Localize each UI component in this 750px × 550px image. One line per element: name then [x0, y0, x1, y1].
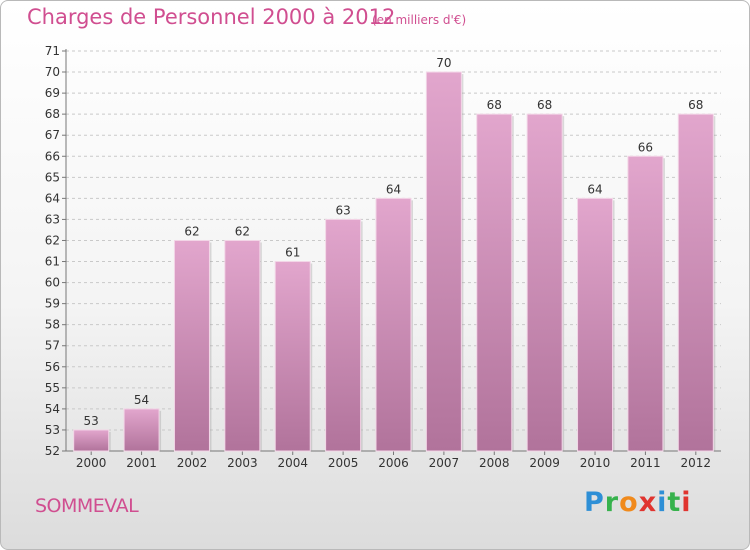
- bar-2000: [73, 429, 110, 452]
- bar-2006: [375, 197, 412, 452]
- bar-2004: [274, 261, 311, 452]
- y-tick-label: 63: [45, 212, 60, 226]
- y-tick-label: 57: [45, 339, 60, 353]
- logo-letter: P: [584, 487, 605, 518]
- logo-letter: t: [667, 487, 682, 518]
- data-label: 62: [184, 224, 199, 238]
- logo-letter: r: [604, 487, 620, 518]
- y-tick-label: 69: [45, 86, 60, 100]
- commune-name: SOMMEVAL: [35, 495, 139, 517]
- x-tick-label: 2009: [529, 456, 560, 470]
- data-label: 66: [638, 140, 653, 154]
- bar-2007: [425, 71, 462, 452]
- data-label: 61: [285, 246, 300, 260]
- x-tick-label: 2011: [630, 456, 661, 470]
- y-tick-label: 60: [45, 276, 60, 290]
- y-tick-label: 54: [45, 402, 60, 416]
- y-tick-label: 71: [45, 44, 60, 58]
- x-tick-label: 2004: [277, 456, 308, 470]
- x-tick-label: 2010: [580, 456, 611, 470]
- chart-unit-note: (en milliers d'€): [372, 13, 467, 27]
- bar-2002: [173, 239, 210, 452]
- data-label: 68: [537, 98, 552, 112]
- y-tick-label: 67: [45, 128, 60, 142]
- logo-letter: i: [681, 487, 692, 518]
- bar-2008: [476, 113, 513, 452]
- y-tick-label: 70: [45, 65, 60, 79]
- bar-layer: [73, 71, 716, 452]
- y-tick-label: 65: [45, 170, 60, 184]
- bar-2001: [123, 408, 160, 452]
- y-tick-label: 58: [45, 318, 60, 332]
- data-label: 54: [134, 393, 149, 407]
- proxiti-logo: Proxiti: [584, 487, 692, 518]
- data-label: 68: [688, 98, 703, 112]
- axis-layer: 52 53 54 55 56 57 58 59 60 61 62 63 64 65 66 67 68 69 70 71…: [45, 44, 721, 470]
- x-tick-label: 2007: [429, 456, 460, 470]
- y-tick-label: 62: [45, 233, 60, 247]
- data-label: 64: [386, 182, 401, 196]
- data-label: 64: [587, 182, 602, 196]
- data-label: 63: [335, 203, 350, 217]
- x-tick-label: 2002: [177, 456, 208, 470]
- x-tick-label: 2005: [328, 456, 359, 470]
- logo-letter: i: [657, 487, 668, 518]
- bar-2009: [526, 113, 563, 452]
- y-tick-label: 52: [45, 444, 60, 458]
- x-tick-label: 2001: [126, 456, 157, 470]
- logo-letter: o: [619, 487, 639, 518]
- x-tick-label: 2008: [479, 456, 510, 470]
- data-label: 70: [436, 56, 451, 70]
- logo-letter: x: [638, 487, 658, 518]
- bar-2012: [677, 113, 714, 452]
- x-tick-label: 2006: [378, 456, 409, 470]
- y-tick-label: 68: [45, 107, 60, 121]
- label-layer: 53 54 62 62 61 63 64 70 68 68 64 66 68: [84, 56, 704, 428]
- y-tick-label: 53: [45, 423, 60, 437]
- bar-2010: [577, 197, 614, 452]
- y-tick-label: 56: [45, 360, 60, 374]
- y-tick-label: 61: [45, 255, 60, 269]
- y-tick-label: 59: [45, 297, 60, 311]
- bar-2005: [325, 218, 362, 452]
- y-tick-label: 55: [45, 381, 60, 395]
- x-tick-label: 2003: [227, 456, 258, 470]
- bar-2003: [224, 239, 261, 452]
- bar-2011: [627, 155, 664, 452]
- x-tick-label: 2000: [76, 456, 107, 470]
- chart-title: Charges de Personnel 2000 à 2012: [27, 5, 396, 29]
- y-tick-label: 66: [45, 149, 60, 163]
- data-label: 62: [235, 224, 250, 238]
- x-tick-label: 2012: [681, 456, 712, 470]
- data-label: 53: [84, 414, 99, 428]
- data-label: 68: [487, 98, 502, 112]
- y-tick-label: 64: [45, 191, 60, 205]
